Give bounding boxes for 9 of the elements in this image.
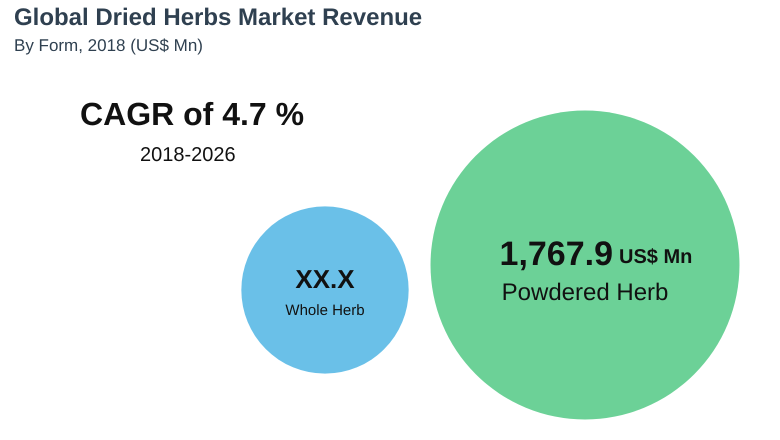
data-label: 1,767.9 (500, 235, 613, 273)
data-label: XX.X (295, 264, 356, 294)
category-label: Whole Herb (285, 302, 365, 319)
text: By Form, 2018 (US$ Mn) (14, 36, 203, 55)
text: CAGR of 4.7 % (80, 96, 304, 132)
text: Global Dried Herbs Market Revenue (14, 4, 422, 31)
text: 2018-2026 (140, 144, 236, 166)
text: US$ Mn (619, 246, 692, 268)
category-label: Powdered Herb (502, 279, 668, 306)
